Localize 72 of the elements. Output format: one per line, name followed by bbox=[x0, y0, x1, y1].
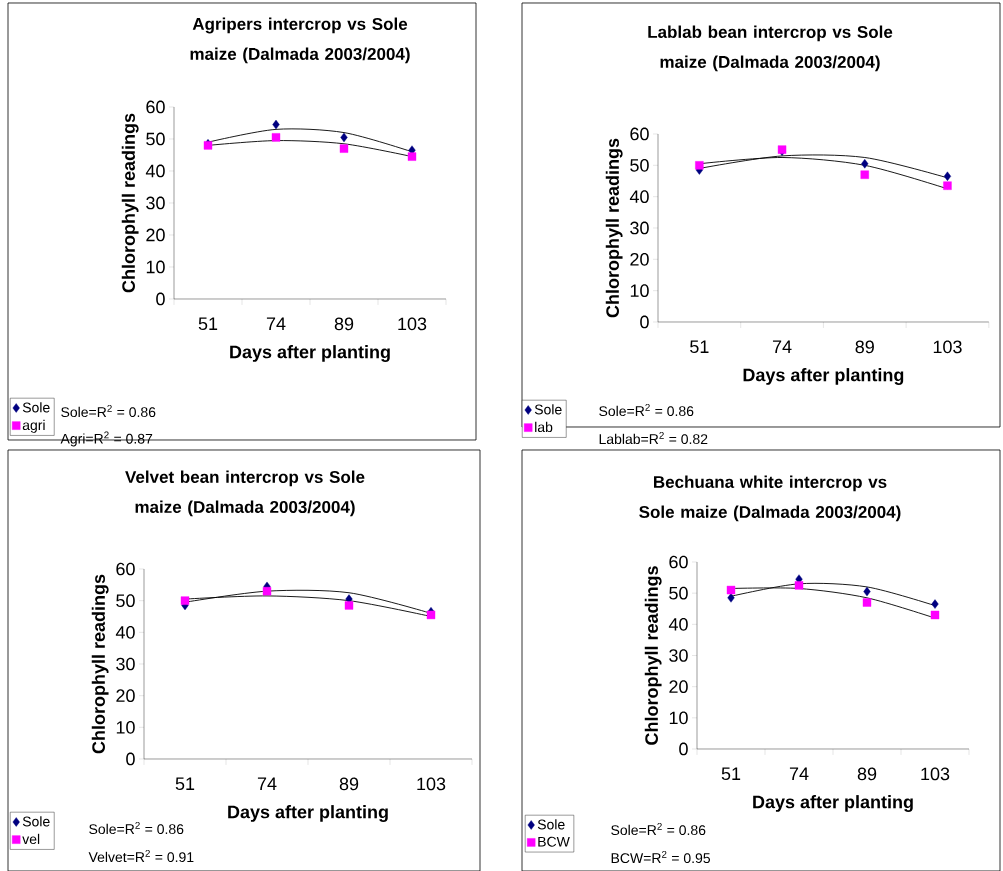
y-tick-label: 60 bbox=[630, 127, 649, 141]
chart-title: Bechuana white intercrop vs Sole maize (Dalmada 2003/2004) bbox=[639, 475, 901, 522]
legend-label: lab bbox=[535, 421, 553, 432]
y-tick-label: 30 bbox=[116, 657, 135, 671]
y-tick-label: 30 bbox=[669, 648, 688, 662]
x-tick-label: 74 bbox=[772, 340, 792, 353]
text: Sole=R$^{2}$ = 0.86 bbox=[599, 403, 694, 416]
y-tick-label: 0 bbox=[156, 292, 165, 306]
text: Agri=R$^{2}$ = 0.87 bbox=[60, 431, 153, 447]
y-tick-label: 60 bbox=[669, 555, 688, 569]
y-tick-label: 50 bbox=[669, 586, 688, 600]
y-tick-label: 20 bbox=[669, 680, 688, 693]
y-tick-label: 20 bbox=[116, 689, 135, 702]
chart-title: Agripers intercrop vs Sole maize (Dalmada 2003/2004) bbox=[190, 17, 410, 64]
text: Sole=R$^{2}$ = 0.86 bbox=[89, 821, 184, 834]
legend-label: Sole bbox=[537, 818, 565, 830]
x-tick-label: 74 bbox=[266, 317, 286, 330]
x-tick-label: 51 bbox=[721, 767, 741, 780]
y-axis-title: Chlorophyll readings bbox=[121, 113, 139, 293]
y-tick-label: 0 bbox=[640, 315, 649, 329]
x-axis-title: Days after planting bbox=[228, 804, 388, 822]
text: BCW=R$^{2}$ = 0.95 bbox=[611, 850, 711, 863]
y-tick-label: 40 bbox=[115, 625, 135, 639]
y-tick-label: 40 bbox=[668, 617, 688, 631]
legend-label: Sole bbox=[22, 401, 50, 413]
y-tick-label: 10 bbox=[116, 720, 135, 734]
legend-label: vel bbox=[22, 833, 40, 844]
chart-title: Lablab bean intercrop vs Sole maize (Dalmada 2003/2004) bbox=[648, 25, 893, 72]
x-axis-title: Days after planting bbox=[743, 367, 904, 385]
y-tick-label: 10 bbox=[630, 284, 649, 297]
y-tick-label: 10 bbox=[669, 711, 688, 725]
y-tick-label: 50 bbox=[116, 594, 135, 607]
text: Sole=R$^{2}$ = 0.86 bbox=[611, 822, 706, 835]
y-tick-label: 10 bbox=[146, 260, 165, 274]
text: Lablab=R$^{2}$ = 0.82 bbox=[599, 431, 708, 444]
x-tick-label: 89 bbox=[339, 777, 359, 791]
x-axis-title: Days after planting bbox=[753, 794, 913, 812]
y-tick-label: 20 bbox=[146, 228, 165, 242]
legend-label: Sole bbox=[534, 403, 562, 415]
x-tick-label: 51 bbox=[198, 317, 218, 330]
y-tick-label: 0 bbox=[679, 742, 688, 756]
text: Velvet=R$^{2}$ = 0.91 bbox=[88, 849, 194, 862]
x-tick-label: 103 bbox=[933, 340, 962, 354]
y-tick-label: 30 bbox=[146, 196, 165, 210]
x-tick-label: 89 bbox=[855, 340, 874, 354]
y-tick-label: 50 bbox=[146, 132, 165, 146]
y-axis-title: Chlorophyll readings bbox=[605, 138, 623, 318]
x-tick-label: 74 bbox=[789, 767, 809, 780]
x-tick-label: 89 bbox=[857, 767, 877, 781]
y-tick-label: 40 bbox=[629, 190, 649, 203]
x-tick-label: 89 bbox=[334, 317, 354, 331]
x-tick-label: 51 bbox=[175, 777, 195, 790]
x-tick-label: 74 bbox=[257, 777, 277, 790]
y-tick-label: 50 bbox=[630, 158, 649, 172]
text: Sole=R$^{2}$ = 0.86 bbox=[61, 404, 156, 417]
y-tick-label: 30 bbox=[630, 221, 649, 235]
x-tick-label: 51 bbox=[690, 340, 709, 353]
y-axis-title: Chlorophyll readings bbox=[644, 566, 662, 745]
y-tick-label: 0 bbox=[126, 752, 135, 766]
x-axis-title: Days after planting bbox=[230, 344, 390, 362]
chart-title: Velvet bean intercrop vs Sole maize (Dalmada 2003/2004) bbox=[125, 470, 365, 517]
y-axis-title: Chlorophyll readings bbox=[91, 574, 109, 754]
y-tick-label: 60 bbox=[116, 562, 135, 576]
x-tick-label: 103 bbox=[417, 777, 446, 791]
x-tick-label: 103 bbox=[398, 317, 427, 331]
legend-label: BCW bbox=[538, 836, 570, 847]
y-tick-label: 20 bbox=[630, 252, 649, 266]
legend-label: Sole bbox=[22, 815, 50, 827]
x-tick-label: 103 bbox=[921, 767, 950, 781]
y-tick-label: 60 bbox=[146, 100, 165, 114]
legend-label: agri bbox=[22, 419, 45, 433]
y-tick-label: 40 bbox=[145, 164, 165, 178]
